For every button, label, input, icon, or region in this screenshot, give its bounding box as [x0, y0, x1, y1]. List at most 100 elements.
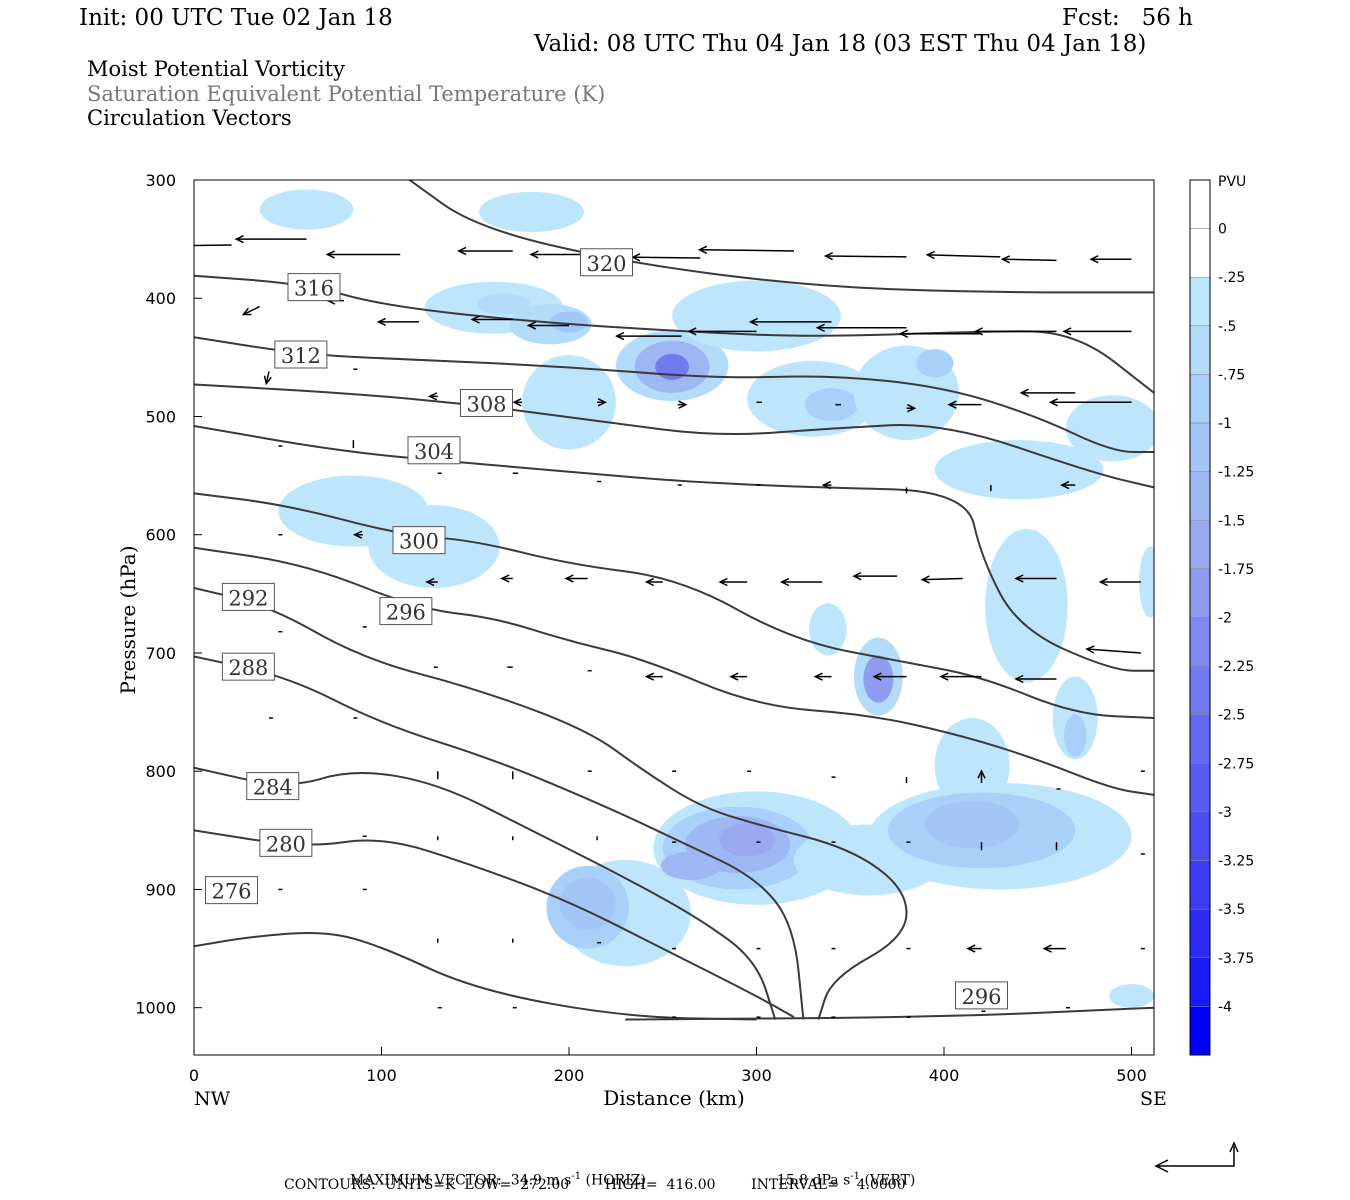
circulation-vector [526, 321, 569, 330]
pv-shading-layer [259, 189, 1154, 1008]
isotherm-label-text: 280 [266, 832, 306, 856]
isotherm-line [194, 546, 1154, 796]
isotherm-label-text: 304 [414, 440, 454, 464]
x-tick-label: 100 [366, 1066, 397, 1085]
x-tick-label: 500 [1116, 1066, 1147, 1085]
circulation-vector [687, 327, 757, 336]
pv-region [479, 191, 584, 233]
isotherm-label: 296 [955, 981, 1008, 1010]
isotherm-label-box [221, 652, 275, 681]
colorbar-level-label: -1.75 [1218, 562, 1254, 578]
colorbar-swatch [1189, 325, 1211, 375]
isotherm-label-text: 276 [211, 880, 251, 904]
circulation-vector [813, 672, 832, 681]
circulation-vector [597, 398, 607, 407]
isotherm-label-box [205, 876, 258, 905]
colorbar-swatch [1189, 957, 1211, 1007]
circulation-vector [529, 250, 588, 259]
x-tick-label: 400 [929, 1066, 960, 1085]
isotherm-label-box [460, 388, 513, 417]
colorbar-swatch [1189, 617, 1211, 667]
colorbar-level-label: -.25 [1218, 270, 1245, 286]
circulation-vector [966, 944, 982, 953]
isotherm-label: 308 [460, 388, 513, 417]
contours-info: CONTOURS: UNITS=K LOW= 272.00 HIGH= 416.… [284, 1177, 906, 1193]
x-tick-label: 300 [741, 1066, 772, 1085]
colorbar-level-label: -1.25 [1218, 465, 1254, 481]
circulation-vector [427, 392, 438, 401]
valid-time: Valid: 08 UTC Thu 04 Jan 18 (03 EST Thu … [534, 31, 1147, 57]
isotherm-label-box [379, 597, 433, 626]
circulation-vector [1042, 944, 1066, 953]
colorbar-swatch [1189, 228, 1211, 278]
isotherm-label: 288 [221, 652, 275, 681]
colorbar-swatch [1189, 471, 1211, 521]
isotherm-line [194, 655, 805, 1020]
colorbar-level-label: -.75 [1218, 367, 1245, 383]
isotherm-label-text: 296 [386, 601, 426, 625]
colorbar-swatch [1189, 763, 1211, 813]
colorbar-level-label: -2.5 [1218, 708, 1245, 724]
circulation-vector [748, 317, 832, 327]
x-end-label-right: SE [1140, 1088, 1167, 1110]
circulation-vector [677, 400, 688, 409]
colorbar-swatch [1189, 179, 1211, 229]
isotherm-line [625, 1006, 1154, 1021]
circulation-vector [920, 575, 963, 584]
max-vector-text: MAXIMUM VECTOR: 34.9 m s-1 (HORIZ) [341, 1158, 646, 1188]
isotherm-line [194, 932, 757, 1021]
colorbar-swatch [1189, 714, 1211, 764]
circulation-vector [1014, 574, 1057, 583]
isotherm-line [409, 180, 1154, 294]
circulation-vector [457, 246, 513, 256]
colorbar-swatch [1189, 811, 1211, 861]
x-tick-label: 0 [189, 1066, 199, 1085]
contour-label-layer: 320 316 312 308 304 300 296 292 288 284 280 276 296 [205, 248, 1008, 1010]
colorbar-level-label: -1.5 [1218, 513, 1245, 529]
colorbar-swatch [1189, 860, 1211, 910]
circulation-vector [352, 530, 363, 539]
circulation-vector [470, 315, 513, 324]
y-tick-label: 400 [145, 289, 176, 308]
circulation-vector [718, 577, 748, 587]
circulation-vector [1014, 674, 1057, 684]
circulation-vector [898, 329, 982, 338]
init-time: Init: 00 UTC Tue 02 Jan 18 [79, 5, 393, 31]
pv-region [559, 877, 616, 930]
circulation-vector [977, 769, 986, 784]
pv-region [915, 349, 954, 378]
colorbar-swatch [1189, 276, 1211, 327]
circulation-vector [1019, 388, 1076, 397]
colorbar-level-label: -4 [1218, 999, 1232, 1015]
isotherm-label-box [407, 436, 461, 465]
y-tick-label: 500 [145, 407, 176, 426]
pv-region [1065, 395, 1154, 462]
isotherm-label: 280 [259, 828, 313, 857]
colorbar-swatch [1189, 422, 1211, 472]
colorbar-layer: 0 -.25 -.5 -.75 -1 -1.25 -1.5 -1.75 -2 -2.25 -2.5 -… [1189, 179, 1254, 1056]
isotherm-label-text: 300 [399, 530, 439, 554]
colorbar-level-label: -3.5 [1218, 902, 1245, 918]
pv-region [985, 528, 1068, 683]
y-tick-label: 800 [145, 762, 176, 781]
circulation-vector [644, 577, 663, 587]
circulation-vector [1000, 255, 1057, 264]
isotherm-label: 276 [205, 876, 258, 905]
circulation-vector [939, 672, 982, 681]
vert-tag: (VERT) [860, 1172, 916, 1189]
circulation-vector [815, 323, 907, 332]
circulation-vector [1062, 327, 1132, 336]
circulation-vector [872, 672, 907, 681]
isotherm-label-text: 320 [586, 252, 626, 276]
y-tick-label: 300 [145, 171, 176, 190]
pv-region [522, 355, 616, 450]
max-vector-vert: 15.8 dPa s [776, 1172, 851, 1189]
circulation-vector [564, 574, 588, 583]
colorbar-frame [1189, 179, 1211, 1056]
colorbar-level-label: -2.75 [1218, 756, 1254, 772]
isotherm-label: 312 [274, 340, 328, 369]
circulation-vector [194, 244, 232, 247]
y-axis-label: Pressure (hPa) [116, 546, 140, 695]
y-tick-label: 1000 [135, 999, 176, 1018]
circulation-vector [823, 251, 907, 261]
